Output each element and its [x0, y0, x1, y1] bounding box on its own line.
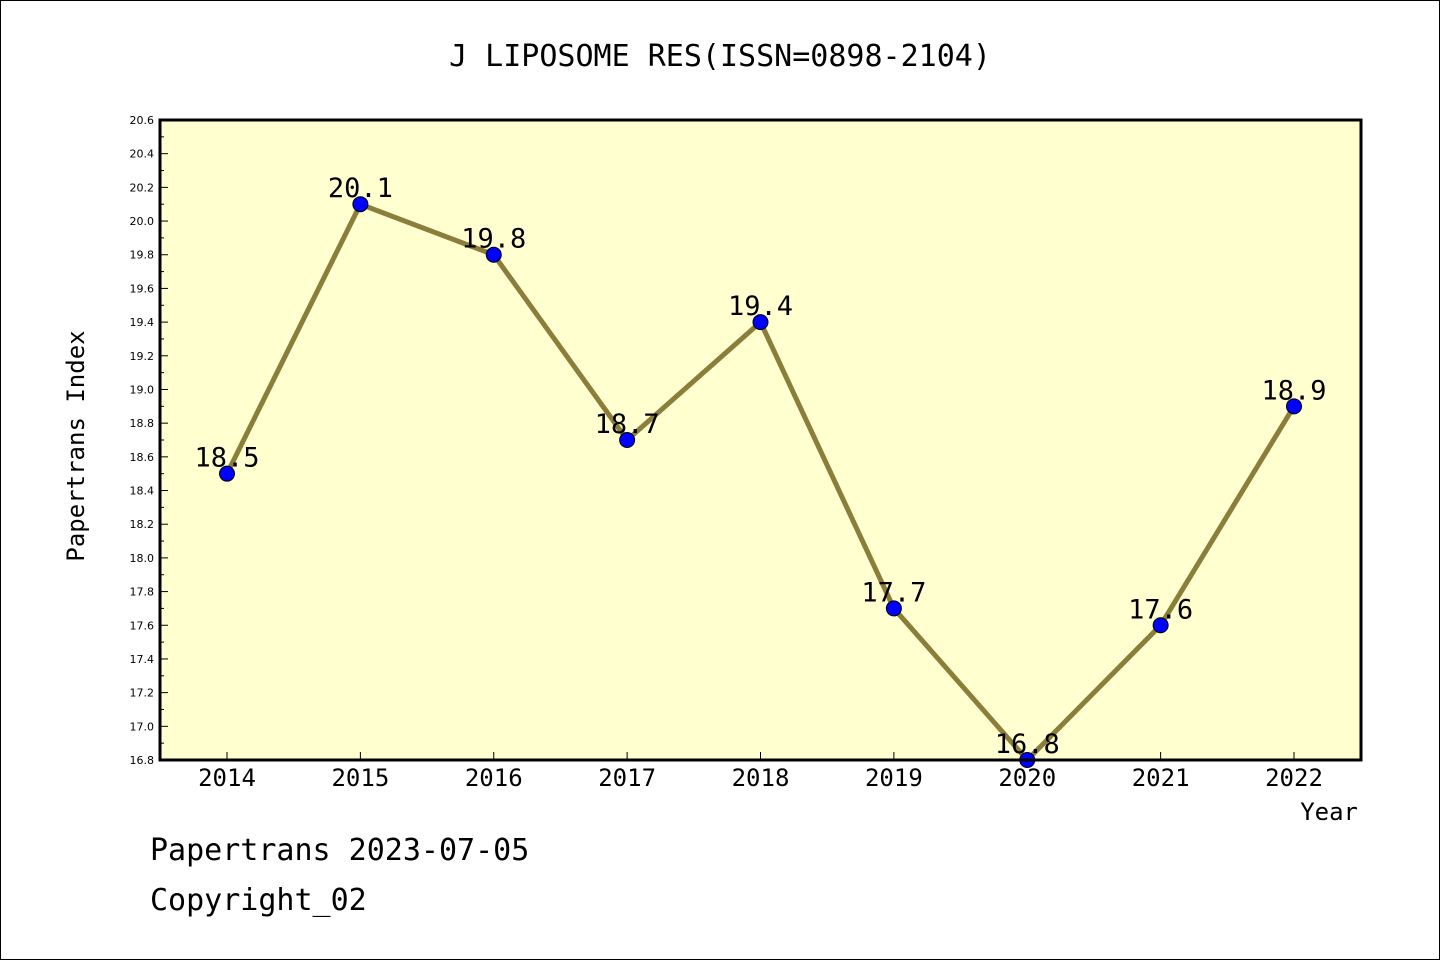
- y-tick-label: 17.8: [130, 586, 155, 599]
- y-tick-label: 18.2: [130, 518, 155, 531]
- data-label: 17.6: [1128, 594, 1193, 625]
- data-point: [1152, 617, 1169, 634]
- data-point: [352, 196, 369, 213]
- data-point: [485, 246, 502, 263]
- data-point: [1286, 398, 1302, 415]
- x-tick-label: 2016: [465, 764, 523, 792]
- data-label: 17.7: [861, 577, 926, 608]
- series-group: 18.5 20.1 19.8 18.7 19.4 17.7 16.8 17.6 18.9: [194, 173, 1327, 768]
- plot-area: [160, 120, 1361, 760]
- y-axis-label: Papertrans Index: [62, 330, 90, 561]
- x-axis-label: Year: [1300, 798, 1358, 826]
- x-tick-label: 2020: [998, 764, 1056, 792]
- footer-copyright-line: Copyright_02: [150, 883, 367, 918]
- x-tick-label: 2014: [198, 764, 256, 792]
- x-axis: 2014 2015 2016 2017 2018 2019 2020 2021 2022: [198, 752, 1323, 792]
- data-label: 19.8: [461, 224, 526, 255]
- y-tick-label: 17.6: [130, 619, 155, 632]
- y-tick-label: 19.4: [130, 316, 155, 329]
- x-tick-label: 2018: [732, 764, 790, 792]
- x-tick-label: 2021: [1132, 764, 1190, 792]
- data-label: 18.5: [194, 443, 259, 474]
- y-tick-label: 18.8: [130, 417, 155, 430]
- y-tick-label: 18.6: [130, 451, 155, 464]
- y-tick-label: 19.0: [130, 383, 155, 396]
- data-label: 16.8: [995, 729, 1060, 760]
- data-label: 20.1: [328, 173, 393, 204]
- x-tick-label: 2019: [865, 764, 923, 792]
- plot-border: [158, 118, 1363, 762]
- footer-date-line: Papertrans 2023-07-05: [150, 833, 530, 868]
- y-tick-label: 20.6: [130, 114, 155, 127]
- chart-title: J LIPOSOME RES(ISSN=0898-2104): [449, 39, 991, 74]
- y-tick-label: 19.6: [130, 282, 155, 295]
- y-tick-label: 20.2: [130, 181, 155, 194]
- y-tick-label: 17.2: [130, 687, 155, 700]
- data-label: 18.7: [595, 409, 660, 440]
- data-point: [619, 432, 636, 448]
- data-label: 19.4: [728, 291, 793, 322]
- y-tick-label: 18.4: [130, 485, 155, 498]
- y-tick-label: 19.8: [130, 249, 155, 262]
- y-tick-label: 17.4: [130, 653, 155, 666]
- x-tick-label: 2022: [1265, 764, 1323, 792]
- y-tick-label: 17.0: [130, 720, 155, 733]
- y-tick-label: 20.4: [130, 148, 155, 161]
- data-point: [752, 314, 769, 331]
- data-label: 18.9: [1261, 375, 1326, 406]
- data-point: [885, 600, 902, 617]
- y-tick-label: 18.0: [130, 552, 155, 565]
- y-tick-label: 19.2: [130, 350, 155, 363]
- data-point: [219, 465, 235, 482]
- y-tick-label: 20.0: [130, 215, 155, 228]
- x-tick-label: 2015: [331, 764, 389, 792]
- x-tick-label: 2017: [598, 764, 656, 792]
- y-tick-label: 16.8: [130, 754, 155, 767]
